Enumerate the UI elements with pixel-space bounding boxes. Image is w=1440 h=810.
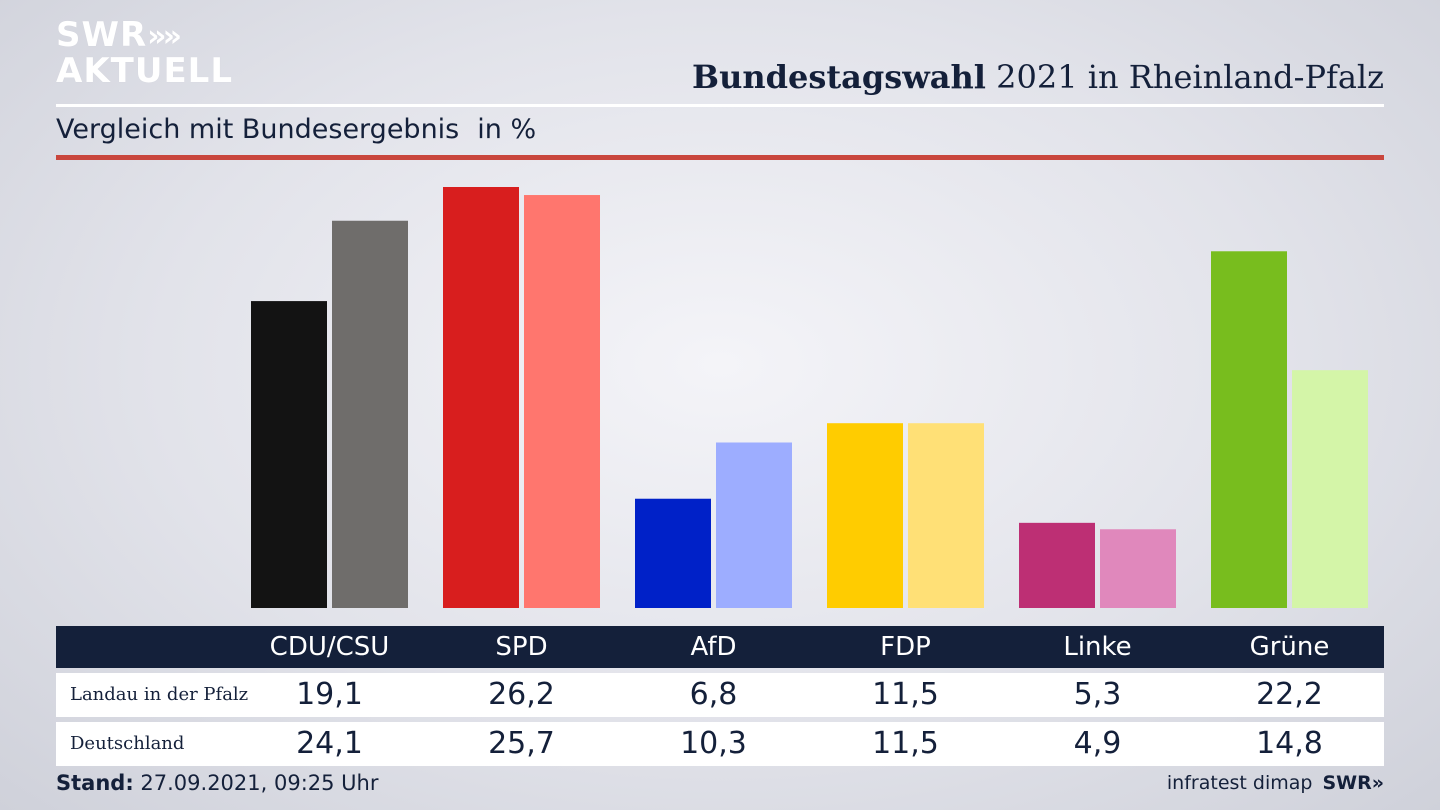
subtitle-text: Vergleich mit Bundesergebnis xyxy=(56,114,460,145)
stand-label: Stand: xyxy=(56,771,134,795)
value-label: 19,1 xyxy=(296,677,363,712)
logo-arrows-icon: » xyxy=(162,19,182,54)
value-label: 22,2 xyxy=(1256,677,1323,712)
stand-value: 27.09.2021, 09:25 Uhr xyxy=(133,771,379,795)
bar-afd-deutschland xyxy=(716,442,792,608)
bar-spd-deutschland xyxy=(524,195,600,608)
subtitle: Vergleich mit Bundesergebnis in % xyxy=(56,114,536,145)
logo-swr-text: SWR xyxy=(56,15,148,55)
bar-fdp-landau xyxy=(827,423,903,608)
party-header: Grüne xyxy=(1249,632,1330,662)
value-label: 11,5 xyxy=(872,726,939,761)
party-header: FDP xyxy=(880,632,931,662)
bar-afd-landau xyxy=(635,498,711,608)
bar-grüne-deutschland xyxy=(1292,370,1368,608)
accent-rule xyxy=(56,155,1384,160)
row-label: Deutschland xyxy=(70,733,185,754)
value-label: 26,2 xyxy=(488,677,555,712)
value-label: 10,3 xyxy=(680,726,747,761)
table-row: Landau in der Pfalz 19,1 26,2 6,8 11,5 5,3 22… xyxy=(56,673,1384,717)
title-bold: Bundestagswahl xyxy=(692,58,986,96)
title-rest: 2021 in Rheinland-Pfalz xyxy=(985,58,1384,96)
timestamp: Stand: 27.09.2021, 09:25 Uhr xyxy=(56,771,379,795)
value-label: 14,8 xyxy=(1256,726,1323,761)
logo-line-1: SWR»» xyxy=(56,18,233,54)
bar-cdu-csu-landau xyxy=(251,301,327,608)
party-header: AfD xyxy=(690,632,737,662)
value-label: 4,9 xyxy=(1073,726,1122,761)
unit-label: in % xyxy=(477,114,537,145)
bar-linke-landau xyxy=(1019,522,1095,608)
page-title: Bundestagswahl 2021 in Rheinland-Pfalz xyxy=(692,58,1384,96)
source-text: infratest dimap xyxy=(1166,772,1313,794)
logo-aktuell-text: AKTUELL xyxy=(56,51,234,91)
bar-grüne-landau xyxy=(1211,251,1287,608)
source-credit: infratest dimap SWR» xyxy=(1167,772,1384,794)
value-label: 6,8 xyxy=(689,677,738,712)
table-header: CDU/CSU SPD AfD FDP Linke Grüne xyxy=(56,626,1384,668)
swr-aktuell-logo: SWR»» AKTUELL xyxy=(56,18,233,88)
source-brand: SWR» xyxy=(1322,772,1384,794)
bar-fdp-deutschland xyxy=(908,423,984,608)
value-label: 24,1 xyxy=(296,726,363,761)
row-label: Landau in der Pfalz xyxy=(70,684,249,705)
bar-spd-landau xyxy=(443,187,519,608)
bar-cdu-csu-deutschland xyxy=(332,220,408,609)
party-header: CDU/CSU xyxy=(269,632,390,662)
party-header: Linke xyxy=(1063,632,1132,662)
header-divider xyxy=(56,104,1384,107)
results-table: CDU/CSU SPD AfD FDP Linke Grüne Landau in der… xyxy=(56,626,1384,766)
table-row: Deutschland 24,1 25,7 10,3 11,5 4,9 14,8 xyxy=(56,722,1384,766)
logo-arrows-icon: » xyxy=(147,19,166,54)
bar-linke-deutschland xyxy=(1100,529,1176,608)
value-label: 5,3 xyxy=(1073,677,1122,712)
value-label: 25,7 xyxy=(488,726,555,761)
value-label: 11,5 xyxy=(872,677,939,712)
party-header: SPD xyxy=(495,632,548,662)
